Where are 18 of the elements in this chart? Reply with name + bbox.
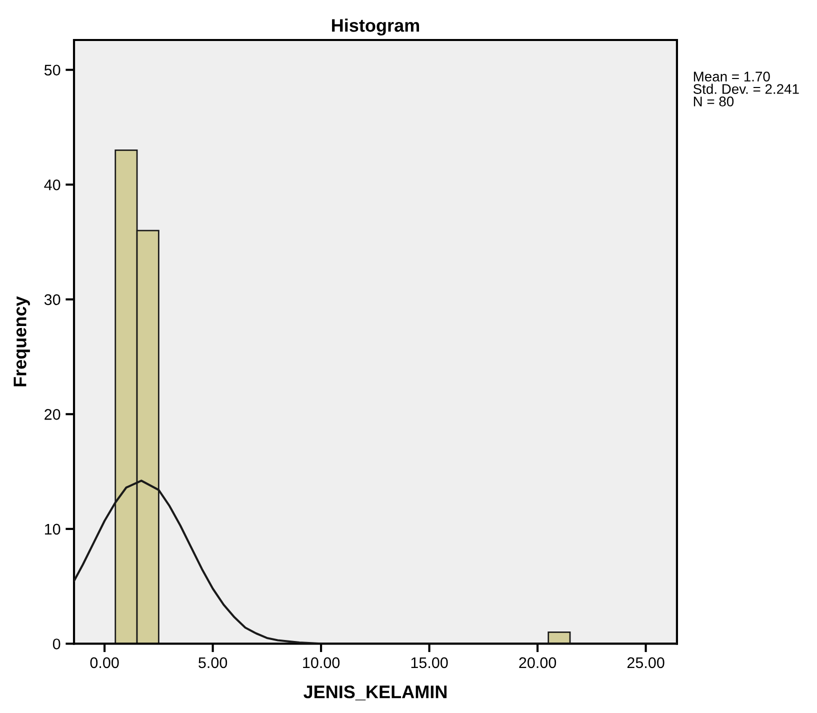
y-tick-label: 0 (52, 638, 60, 650)
x-tick-label: 10.00 (303, 657, 340, 668)
y-tick-label: 50 (44, 64, 60, 76)
y-tick-label: 30 (44, 294, 60, 306)
x-tick-label: 25.00 (627, 657, 664, 668)
x-tick-label: 20.00 (519, 657, 556, 668)
chart-title: Histogram (332, 18, 420, 36)
x-tick-label: 0.00 (90, 657, 119, 668)
y-tick-label: 10 (45, 524, 60, 535)
text: Mean = 1.70 (694, 72, 770, 82)
text: Std. Dev. = 2.241 (693, 84, 799, 94)
x-axis-title: JENIS_KELAMIN (304, 686, 447, 700)
x-tick-label: 5.00 (198, 657, 228, 668)
y-tick-label: 40 (44, 179, 60, 190)
y-tick-label: 20 (44, 409, 60, 420)
x-tick-label: 15.00 (411, 657, 448, 668)
text: N = 80 (694, 96, 734, 106)
y-axis-title: Frequency (14, 296, 30, 386)
